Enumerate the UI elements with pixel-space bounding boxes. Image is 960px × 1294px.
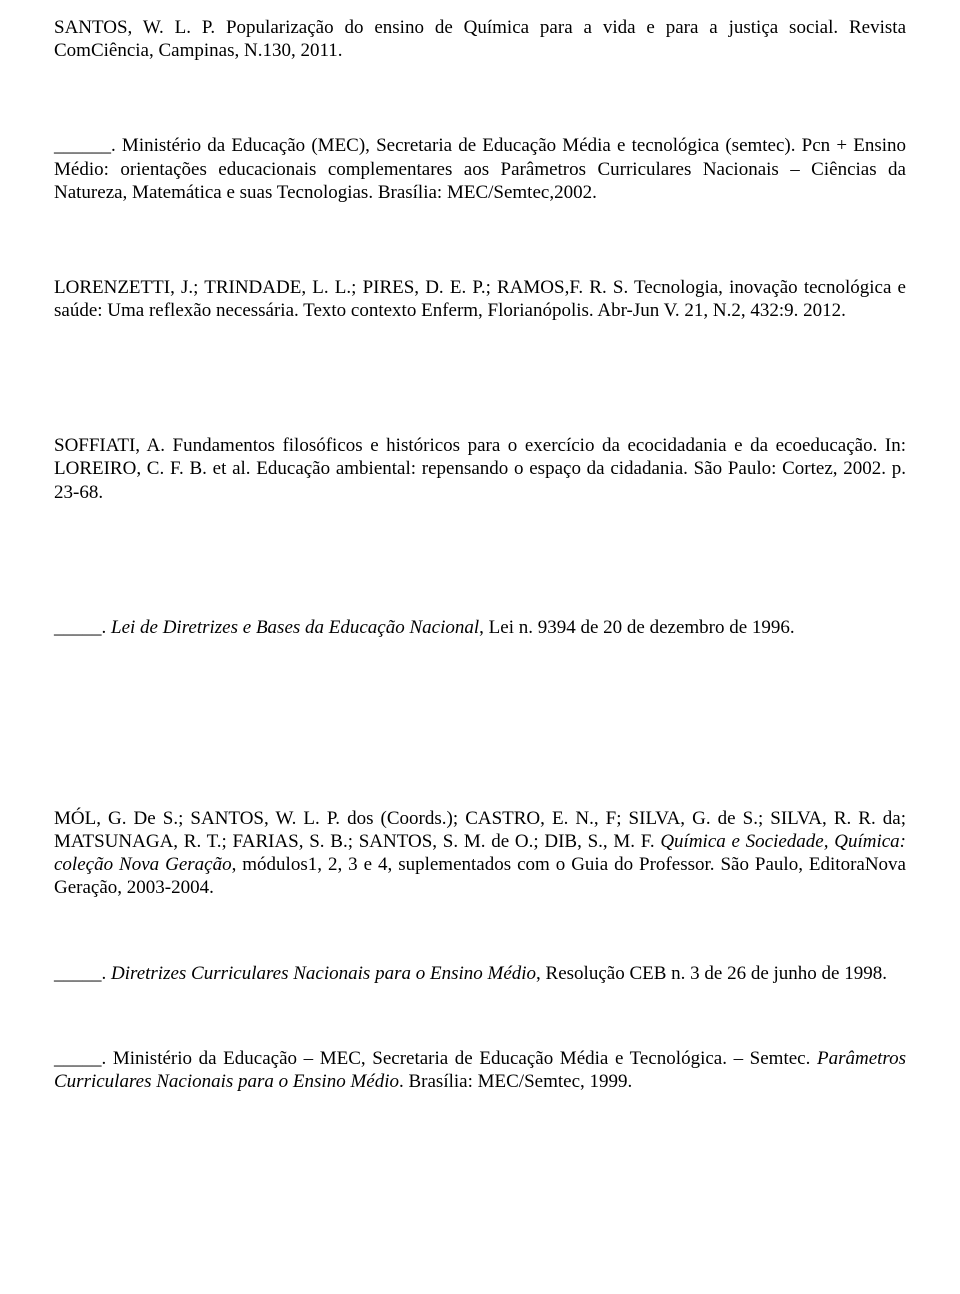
spacing [54, 504, 906, 616]
reference-title-italic: Lei de Diretrizes e Bases da Educação Na… [111, 617, 479, 638]
reference-text: SOFFIATI, A. Fundamentos filosóficos e h… [54, 435, 906, 502]
reference-entry: _____. Ministério da Educação – MEC, Sec… [54, 1047, 906, 1093]
reference-entry: LORENZETTI, J.; TRINDADE, L. L.; PIRES, … [54, 276, 906, 322]
reference-entry: MÓL, G. De S.; SANTOS, W. L. P. dos (Coo… [54, 807, 906, 900]
spacing [54, 322, 906, 434]
spacing [54, 639, 906, 807]
reference-text: . Brasília: MEC/Semtec, 1999. [399, 1071, 632, 1092]
reference-text: Ministério da Educação – MEC, Secretaria… [113, 1048, 817, 1069]
reference-entry: ______. Ministério da Educação (MEC), Se… [54, 134, 906, 204]
reference-entry: _____. Diretrizes Curriculares Nacionais… [54, 962, 906, 985]
blank-author-line: ______. [54, 135, 122, 156]
reference-entry: _____. Lei de Diretrizes e Bases da Educ… [54, 616, 906, 639]
reference-text: LORENZETTI, J.; TRINDADE, L. L.; PIRES, … [54, 277, 906, 321]
reference-entry: SOFFIATI, A. Fundamentos filosóficos e h… [54, 434, 906, 504]
blank-author-line: _____. [54, 617, 111, 638]
spacing [54, 900, 906, 962]
reference-entry: SANTOS, W. L. P. Popularização do ensino… [54, 16, 906, 62]
blank-author-line: _____. [54, 1048, 113, 1069]
reference-text: SANTOS, W. L. P. Popularização do ensino… [54, 17, 906, 61]
spacing [54, 204, 906, 276]
spacing [54, 62, 906, 134]
blank-author-line: _____. [54, 963, 111, 984]
page-content: SANTOS, W. L. P. Popularização do ensino… [0, 0, 960, 1133]
reference-text: , Lei n. 9394 de 20 de dezembro de 1996. [479, 617, 795, 638]
spacing [54, 985, 906, 1047]
reference-text: Ministério da Educação (MEC), Secretaria… [122, 135, 802, 156]
reference-text: , Resolução CEB n. 3 de 26 de junho de 1… [536, 963, 887, 984]
reference-title-italic: Diretrizes Curriculares Nacionais para o… [111, 963, 536, 984]
